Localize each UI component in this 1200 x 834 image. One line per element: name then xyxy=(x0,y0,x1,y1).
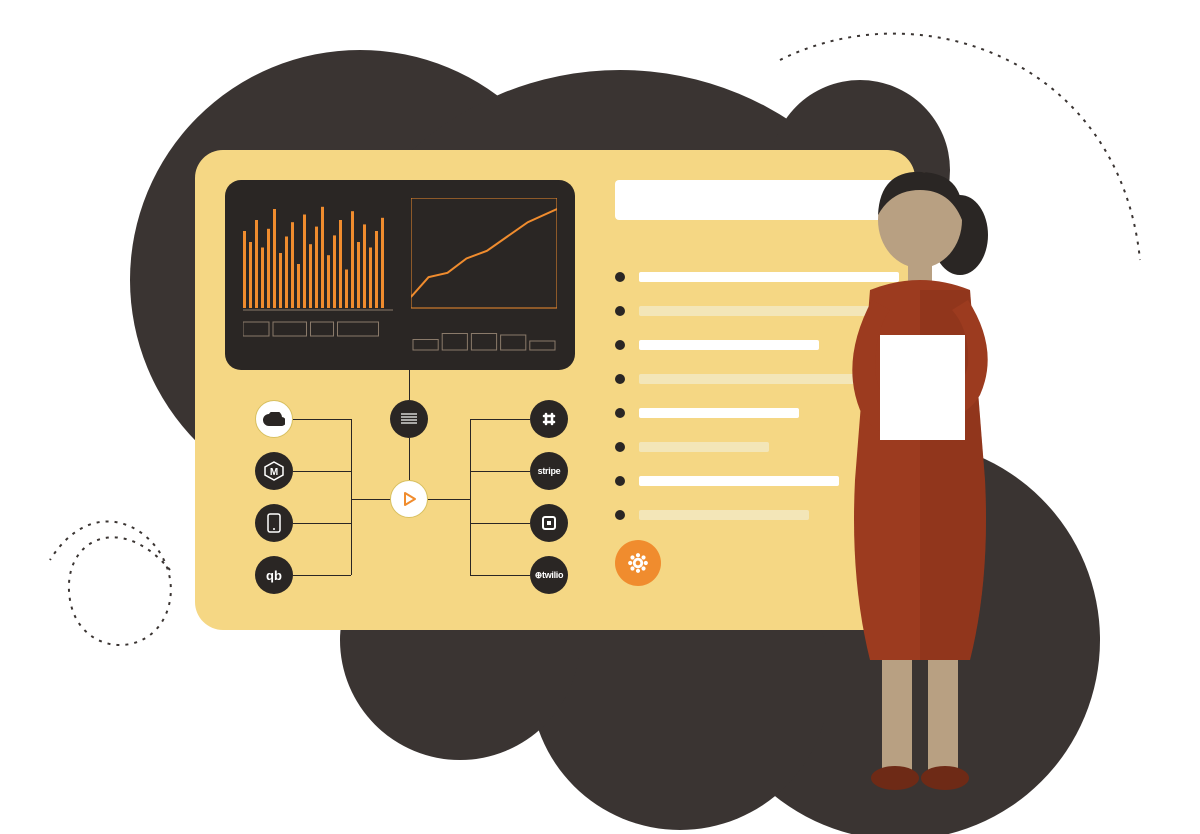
integration-magento-icon[interactable]: M xyxy=(255,452,293,490)
integration-salesforce-icon[interactable] xyxy=(255,400,293,438)
feature-bullet xyxy=(615,408,625,418)
feature-line xyxy=(639,340,819,350)
integration-slack-icon[interactable] xyxy=(530,400,568,438)
feature-bullet xyxy=(615,476,625,486)
feature-line xyxy=(639,510,809,520)
feature-bullet xyxy=(615,510,625,520)
integration-square-icon[interactable] xyxy=(530,504,568,542)
feature-bullet xyxy=(615,306,625,316)
person-illustration xyxy=(800,160,1040,810)
feature-bullet xyxy=(615,442,625,452)
integration-twilio-icon[interactable]: ⊕twilio xyxy=(530,556,568,594)
integration-data-node-icon[interactable] xyxy=(390,400,428,438)
feature-line xyxy=(639,442,769,452)
feature-bullet xyxy=(615,272,625,282)
feature-bullet xyxy=(615,340,625,350)
infographic-stage: Mqb stripe ⊕twilio xyxy=(0,0,1200,834)
feature-bullet xyxy=(615,374,625,384)
integration-quickbooks-icon[interactable]: qb xyxy=(255,556,293,594)
feature-line xyxy=(639,408,799,418)
integration-mobile-icon[interactable] xyxy=(255,504,293,542)
settings-gear-button[interactable] xyxy=(615,540,661,586)
integration-stripe-icon[interactable]: stripe xyxy=(530,452,568,490)
gear-decoration-right xyxy=(1070,380,1126,436)
integration-hub-center-icon[interactable] xyxy=(390,480,428,518)
svg-text:M: M xyxy=(270,467,278,478)
